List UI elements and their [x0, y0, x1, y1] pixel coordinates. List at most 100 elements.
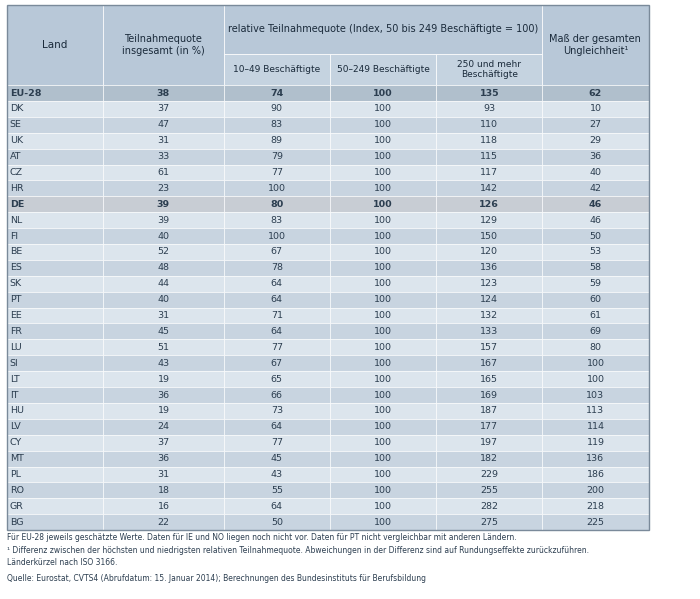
Text: 114: 114	[587, 422, 604, 431]
Text: 100: 100	[374, 359, 392, 368]
Bar	[542, 467, 648, 482]
Bar	[542, 228, 648, 244]
Text: 67: 67	[271, 359, 283, 368]
Text: 100: 100	[374, 502, 392, 511]
Text: 182: 182	[480, 454, 498, 463]
Text: Länderkürzel nach ISO 3166.: Länderkürzel nach ISO 3166.	[6, 558, 117, 567]
Text: IT: IT	[10, 391, 18, 400]
Text: 110: 110	[480, 120, 498, 129]
Text: SE: SE	[10, 120, 22, 129]
Bar	[436, 371, 542, 387]
Text: 60: 60	[589, 295, 601, 304]
Text: 100: 100	[374, 374, 392, 383]
Bar	[224, 435, 330, 450]
Text: 100: 100	[374, 438, 392, 447]
Bar	[6, 387, 103, 403]
Bar	[103, 276, 224, 292]
Bar	[542, 323, 648, 340]
Text: 187: 187	[480, 406, 498, 415]
Bar	[330, 435, 436, 450]
Text: 77: 77	[271, 438, 283, 447]
Text: 36: 36	[158, 391, 169, 400]
Bar	[436, 514, 542, 530]
Text: SI: SI	[10, 359, 19, 368]
Text: 50: 50	[589, 232, 601, 241]
Bar	[224, 387, 330, 403]
Text: 50–249 Beschäftigte: 50–249 Beschäftigte	[337, 65, 430, 74]
Bar	[103, 101, 224, 117]
Bar	[103, 180, 224, 196]
Text: 100: 100	[374, 406, 392, 415]
Text: 100: 100	[268, 232, 286, 241]
Bar	[224, 149, 330, 165]
Text: 282: 282	[480, 502, 498, 511]
Text: 18: 18	[158, 486, 169, 495]
Bar	[103, 387, 224, 403]
Bar	[330, 276, 436, 292]
Text: 74: 74	[270, 89, 284, 98]
Bar	[542, 165, 648, 180]
Text: 40: 40	[589, 168, 601, 177]
Text: 275: 275	[480, 518, 498, 527]
Text: 100: 100	[374, 264, 392, 273]
Bar	[436, 419, 542, 435]
Text: 167: 167	[480, 359, 498, 368]
Text: 89: 89	[271, 136, 283, 145]
Text: 16: 16	[158, 502, 169, 511]
Text: 27: 27	[589, 120, 601, 129]
Bar	[542, 196, 648, 212]
Text: LU: LU	[10, 343, 22, 352]
Bar	[6, 355, 103, 371]
Bar	[542, 5, 648, 85]
Bar	[330, 450, 436, 467]
Text: 52: 52	[158, 247, 169, 256]
Bar	[103, 117, 224, 133]
Text: 100: 100	[374, 311, 392, 320]
Bar	[330, 308, 436, 323]
Bar	[6, 196, 103, 212]
Bar	[224, 212, 330, 228]
Bar	[436, 149, 542, 165]
Bar	[542, 276, 648, 292]
Text: 136: 136	[480, 264, 498, 273]
Text: 10: 10	[589, 104, 601, 113]
Bar	[436, 260, 542, 276]
Bar	[436, 467, 542, 482]
Text: 48: 48	[158, 264, 169, 273]
Text: HU: HU	[10, 406, 24, 415]
Bar	[542, 260, 648, 276]
Bar	[6, 228, 103, 244]
Bar	[330, 260, 436, 276]
Bar	[6, 5, 103, 85]
Bar	[103, 435, 224, 450]
Bar	[542, 355, 648, 371]
Bar	[542, 212, 648, 228]
Text: BE: BE	[10, 247, 22, 256]
Bar	[103, 165, 224, 180]
Text: 73: 73	[271, 406, 283, 415]
Text: 250 und mehr
Beschäftigte: 250 und mehr Beschäftigte	[457, 60, 522, 79]
Text: 124: 124	[480, 295, 498, 304]
Bar	[6, 419, 103, 435]
Bar	[542, 133, 648, 149]
Text: 29: 29	[589, 136, 601, 145]
Text: 59: 59	[589, 279, 601, 288]
Text: 36: 36	[589, 152, 601, 161]
Text: Teilnahmequote
insgesamt (in %): Teilnahmequote insgesamt (in %)	[122, 34, 205, 56]
Bar	[330, 355, 436, 371]
Bar	[436, 276, 542, 292]
Text: 136: 136	[587, 454, 605, 463]
Text: 45: 45	[158, 327, 169, 336]
Bar	[542, 117, 648, 133]
Bar	[224, 340, 330, 355]
Text: 44: 44	[158, 279, 169, 288]
Text: 38: 38	[157, 89, 170, 98]
Text: 129: 129	[480, 216, 498, 225]
Text: PT: PT	[10, 295, 21, 304]
Text: 177: 177	[480, 422, 498, 431]
Text: 113: 113	[587, 406, 605, 415]
Bar	[103, 85, 224, 101]
Bar	[103, 498, 224, 514]
Bar	[224, 244, 330, 260]
Bar	[330, 371, 436, 387]
